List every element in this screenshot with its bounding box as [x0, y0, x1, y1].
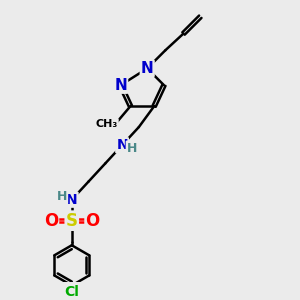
Text: H: H: [127, 142, 137, 154]
Text: Cl: Cl: [64, 285, 79, 299]
Text: S: S: [66, 212, 78, 230]
Text: CH₃: CH₃: [96, 119, 118, 129]
Text: N: N: [114, 78, 127, 93]
Text: N: N: [66, 193, 78, 207]
Text: H: H: [57, 190, 67, 203]
Text: O: O: [85, 212, 100, 230]
Text: N: N: [141, 61, 154, 76]
Text: O: O: [44, 212, 58, 230]
Text: N: N: [116, 138, 128, 152]
